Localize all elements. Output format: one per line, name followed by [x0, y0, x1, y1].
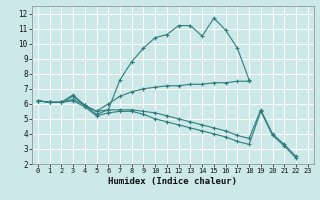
X-axis label: Humidex (Indice chaleur): Humidex (Indice chaleur) [108, 177, 237, 186]
